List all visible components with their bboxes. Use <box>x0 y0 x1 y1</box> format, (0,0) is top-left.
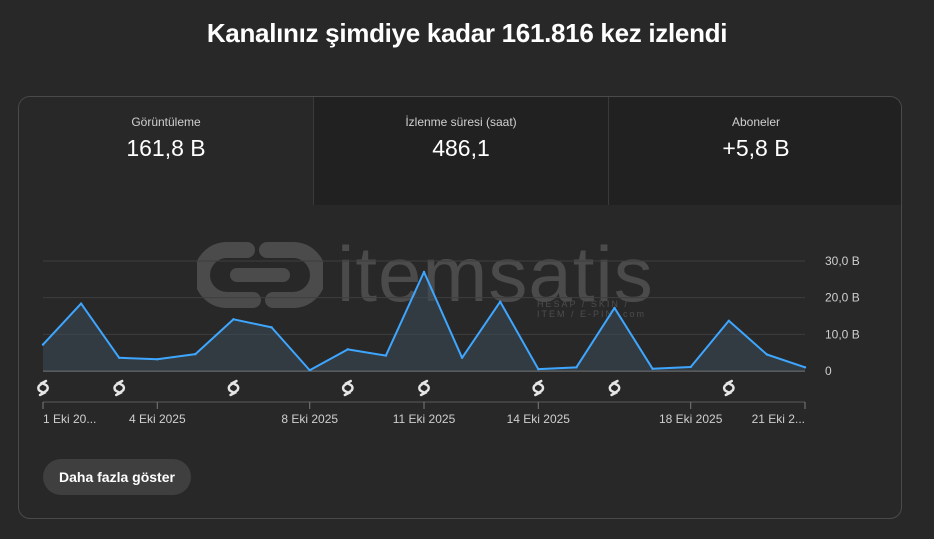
data-point <box>537 367 540 371</box>
shorts-icon[interactable] <box>608 379 621 397</box>
data-point <box>575 366 578 369</box>
views-area <box>43 272 805 371</box>
data-point <box>232 318 235 321</box>
metric-value: +5,8 B <box>722 135 790 161</box>
data-point <box>79 302 83 305</box>
watermark-logo: itemsatis HESAP / SKIN / ITEM / E-PIN .c… <box>197 229 654 320</box>
data-point <box>460 356 464 359</box>
data-point <box>346 348 349 351</box>
x-tick-label: 4 Eki 2025 <box>129 412 186 426</box>
y-tick-label: 0 <box>825 364 832 378</box>
x-tick-label: 21 Eki 2... <box>752 412 805 426</box>
metric-value: 161,8 B <box>126 135 206 161</box>
watermark-link-icon <box>197 241 323 308</box>
data-point <box>727 319 730 322</box>
data-point <box>803 366 807 369</box>
metric-label: Aboneler <box>731 115 781 129</box>
shorts-icon[interactable] <box>341 379 354 397</box>
data-point <box>308 369 311 372</box>
data-point <box>613 306 616 310</box>
show-more-button[interactable]: Daha fazla göster <box>43 459 191 495</box>
data-point <box>270 326 273 329</box>
x-tick-label: 14 Eki 2025 <box>507 412 571 426</box>
data-point <box>651 367 654 370</box>
shorts-icon[interactable] <box>722 379 735 397</box>
data-point <box>118 356 121 359</box>
data-point <box>194 352 197 356</box>
watermark-brand: itemsatis <box>337 230 654 318</box>
metric-label: İzlenme süresi (saat) <box>405 115 517 129</box>
x-tick-label: 11 Eki 2025 <box>393 412 456 426</box>
metric-tab-views[interactable]: Görüntüleme 161,8 B <box>19 97 313 205</box>
metric-tabs: Görüntüleme 161,8 B İzlenme süresi (saat… <box>19 97 901 205</box>
metric-tab-subscribers[interactable]: Aboneler +5,8 B <box>608 97 901 205</box>
shorts-icon[interactable] <box>113 379 126 397</box>
data-point <box>689 365 692 369</box>
y-tick-label: 20,0 B <box>825 291 860 305</box>
shorts-icon[interactable] <box>532 379 545 397</box>
metric-label: Görüntüleme <box>131 115 201 129</box>
shorts-icon[interactable] <box>418 379 430 397</box>
data-point <box>422 270 426 274</box>
analytics-card: Görüntüleme 161,8 B İzlenme süresi (saat… <box>18 96 902 519</box>
y-tick-label: 30,0 B <box>825 254 860 268</box>
data-point <box>384 354 388 357</box>
x-tick-label: 8 Eki 2025 <box>281 412 338 426</box>
x-tick-label: 18 Eki 2025 <box>659 412 723 426</box>
shorts-icon[interactable] <box>37 379 49 397</box>
shorts-icon[interactable] <box>227 379 240 397</box>
metric-tab-watch-time[interactable]: İzlenme süresi (saat) 486,1 <box>313 97 608 205</box>
data-point <box>765 353 769 356</box>
data-point <box>499 300 502 303</box>
data-point <box>156 358 159 361</box>
y-tick-label: 10,0 B <box>825 327 860 341</box>
x-tick-label: 1 Eki 20... <box>43 412 96 426</box>
views-chart: 0 10,0 B 20,0 B 30,0 B 1 Eki 20... 4 Eki 2025… <box>37 254 860 426</box>
metric-value: 486,1 <box>432 135 490 161</box>
data-point <box>41 343 45 346</box>
watermark-subtitle: HESAP / SKIN / ITEM / E-PIN .com <box>537 299 647 319</box>
page-title: Kanalınız şimdiye kadar 161.816 kez izle… <box>206 18 728 48</box>
